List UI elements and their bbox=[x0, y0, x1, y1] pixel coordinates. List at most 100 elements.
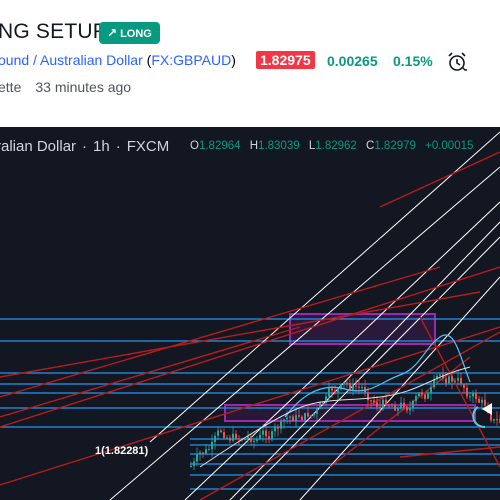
chart-source: FXCM bbox=[126, 138, 170, 155]
candle-body bbox=[472, 393, 474, 397]
chart-canvas[interactable] bbox=[0, 127, 500, 500]
ohlc-readout: O1.82964 H1.83039 L1.82962 C1.82979 +0.0… bbox=[190, 140, 479, 152]
candle-body bbox=[193, 461, 195, 466]
change-value: +0.00015 bbox=[425, 140, 474, 152]
candle-body bbox=[409, 407, 411, 411]
arrow-left-icon bbox=[482, 403, 492, 415]
candle-body bbox=[346, 382, 348, 384]
candle-body bbox=[391, 405, 393, 407]
chart-legend: ralian Dollar · 1h · FXCM bbox=[0, 138, 169, 155]
trend-line bbox=[0, 326, 301, 418]
price-change-percent: 0.15% bbox=[393, 53, 433, 69]
candle-body bbox=[397, 407, 399, 411]
candle-body bbox=[328, 388, 330, 397]
candle-body bbox=[331, 388, 333, 391]
candle-body bbox=[448, 376, 450, 384]
candle-body bbox=[406, 407, 408, 411]
candle-body bbox=[457, 378, 459, 381]
price-chart[interactable]: ralian Dollar · 1h · FXCM O1.82964 H1.83039 … bbox=[0, 127, 500, 500]
candle-body bbox=[265, 430, 267, 437]
candle-body bbox=[211, 441, 213, 450]
arrow-up-right-icon: ↗ bbox=[107, 26, 118, 40]
fib-level-label: 1(1.82281) bbox=[95, 445, 149, 457]
candle-body bbox=[340, 384, 342, 390]
candle-body bbox=[400, 402, 402, 408]
idea-title: NG SETUP bbox=[0, 20, 107, 43]
candle-body bbox=[292, 416, 294, 422]
candle-body bbox=[253, 440, 255, 442]
symbol-link[interactable]: FX:GBPAUD bbox=[151, 52, 232, 68]
candle-body bbox=[304, 413, 306, 421]
candle-body bbox=[250, 436, 252, 442]
symbol-paren-open: ( bbox=[146, 52, 152, 68]
trend-line bbox=[0, 291, 481, 378]
channel-line bbox=[184, 201, 500, 500]
candle-body bbox=[379, 406, 381, 408]
candle-body bbox=[223, 432, 225, 438]
candle-body bbox=[274, 426, 276, 432]
close-value: 1.82979 bbox=[374, 140, 416, 152]
candle-body bbox=[493, 419, 495, 421]
candle-body bbox=[430, 387, 432, 394]
chart-interval[interactable]: 1h bbox=[93, 138, 110, 155]
candle-body bbox=[490, 412, 492, 421]
candle-body bbox=[436, 375, 438, 380]
price-change: 0.00265 bbox=[327, 53, 378, 69]
candle-body bbox=[454, 380, 456, 382]
candle-body bbox=[460, 378, 462, 385]
high-label: H bbox=[249, 140, 259, 152]
candle-body bbox=[481, 399, 483, 403]
candle-body bbox=[322, 402, 324, 404]
candle-body bbox=[484, 399, 486, 406]
symbol-line: ound / Australian Dollar (FX:GBPAUD) bbox=[0, 52, 236, 72]
candle-body bbox=[301, 416, 303, 421]
trend-lines bbox=[0, 151, 500, 500]
trend-line bbox=[0, 266, 441, 398]
candle-body bbox=[280, 420, 282, 429]
candle-body bbox=[208, 449, 210, 451]
low-value: 1.82962 bbox=[315, 140, 357, 152]
candle-body bbox=[277, 426, 279, 429]
candle-body bbox=[295, 415, 297, 422]
candle-body bbox=[403, 402, 405, 408]
candle-body bbox=[445, 378, 447, 384]
candle-body bbox=[238, 438, 240, 440]
candle-body bbox=[334, 390, 336, 393]
candle-body bbox=[214, 435, 216, 442]
candle-body bbox=[271, 431, 273, 439]
candle-body bbox=[415, 396, 417, 401]
candle-body bbox=[367, 392, 369, 401]
moving-average-line-2 bbox=[199, 366, 471, 468]
candle-body bbox=[283, 419, 285, 421]
candle-body bbox=[310, 415, 312, 417]
support-zone bbox=[224, 404, 476, 422]
moving-average-line bbox=[284, 334, 471, 418]
candle-body bbox=[259, 434, 261, 440]
candle-body bbox=[244, 438, 246, 441]
chart-symbol-name: ralian Dollar bbox=[0, 138, 77, 155]
open-label: O bbox=[190, 140, 199, 152]
candle-body bbox=[412, 400, 414, 408]
candle-body bbox=[370, 400, 372, 402]
candle-body bbox=[262, 430, 264, 435]
trend-line bbox=[399, 446, 500, 458]
candle-body bbox=[418, 392, 420, 397]
candle-body bbox=[394, 405, 396, 411]
alarm-clock-icon[interactable] bbox=[446, 51, 468, 73]
candle-body bbox=[421, 392, 423, 395]
long-badge: ↗ LONG bbox=[99, 22, 160, 44]
high-value: 1.83039 bbox=[258, 140, 300, 152]
candle-body bbox=[337, 389, 339, 393]
candle-body bbox=[232, 433, 234, 441]
candle-body bbox=[424, 394, 426, 399]
candle-body bbox=[343, 382, 345, 385]
candle-body bbox=[226, 437, 228, 439]
instrument-link[interactable]: ound / Australian Dollar bbox=[0, 52, 143, 68]
idea-header: NG SETUP ↗ LONG ound / Australian Dollar … bbox=[0, 0, 500, 127]
candle-body bbox=[496, 419, 498, 421]
low-label: L bbox=[308, 140, 316, 152]
author-name[interactable]: ette bbox=[0, 79, 22, 95]
candle-body bbox=[349, 383, 351, 390]
candle-body bbox=[319, 402, 321, 409]
candle-body bbox=[286, 417, 288, 420]
